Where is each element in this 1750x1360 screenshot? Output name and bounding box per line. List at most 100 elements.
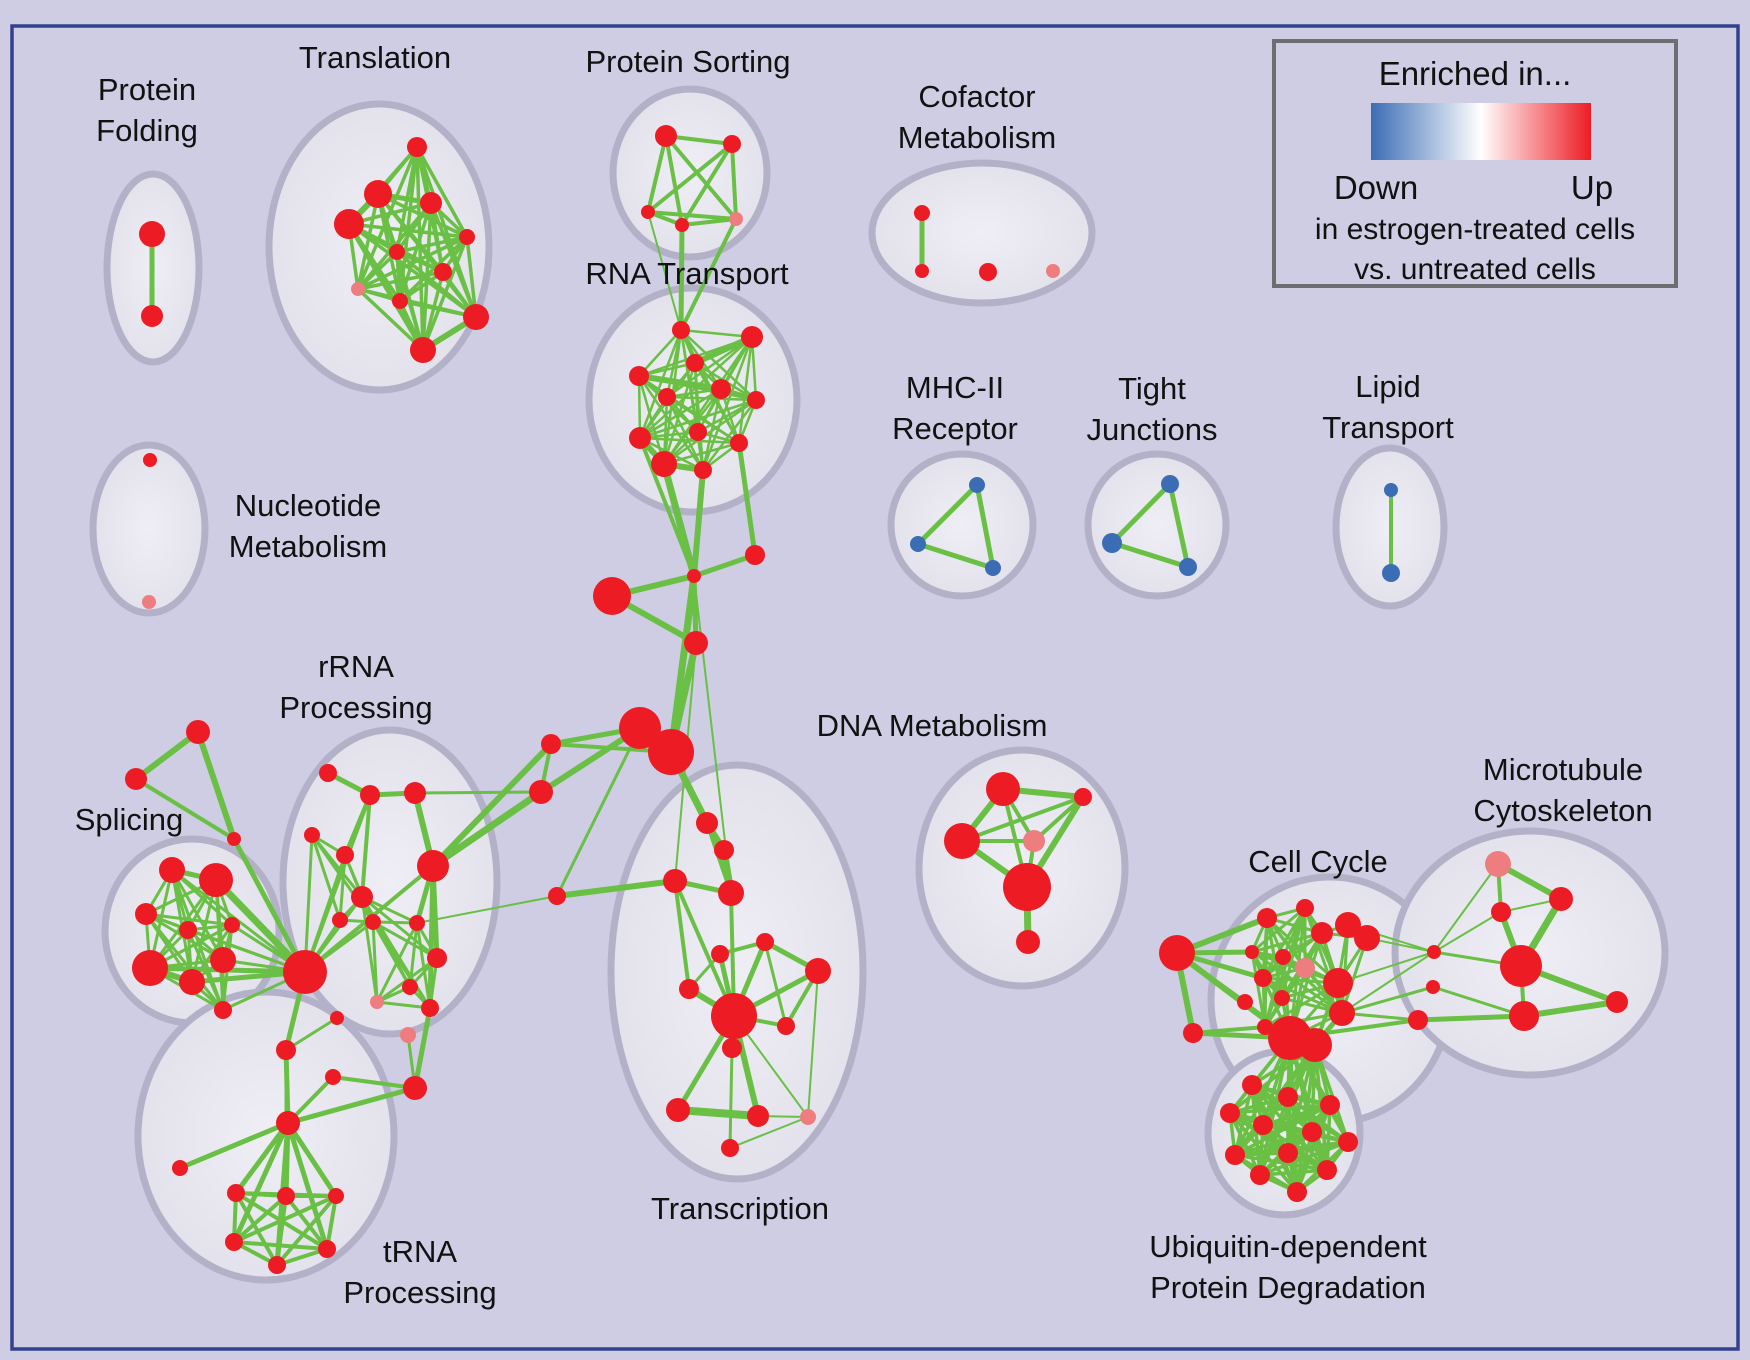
edge-rt0-rt8: [638, 328, 683, 440]
edge-tl4-tl5: [395, 235, 469, 254]
edge-u7-u9: [1233, 1153, 1329, 1172]
edge-tj1-tj2: [1109, 540, 1191, 570]
edge-x7-rr3: [430, 741, 554, 869]
node-d1: [1074, 788, 1092, 806]
edge-t10-t14: [728, 1046, 734, 1150]
edge-tj0-tj1: [1109, 481, 1173, 546]
edge-t2-t7: [673, 879, 691, 991]
edge-rt9-x3: [736, 440, 758, 558]
edge-rr8-rr12: [371, 920, 379, 1004]
node-tr5: [268, 1256, 286, 1274]
edge-rt8-x2: [638, 436, 696, 578]
node-rt9: [730, 434, 748, 452]
node-rr8: [365, 914, 381, 930]
edge-rt3-rt4: [636, 373, 724, 392]
edge-tl5-tl9: [395, 250, 478, 319]
node-mt4: [1500, 945, 1542, 987]
node-iso: [172, 1160, 188, 1176]
cluster-ellipse-trna-processing: [134, 988, 398, 1284]
node-t6: [805, 958, 831, 984]
node-mh1: [910, 536, 926, 552]
edge-x9-t2: [554, 878, 678, 899]
node-rr6: [351, 886, 373, 908]
node-mt2: [1491, 902, 1511, 922]
edge-rt6-rt11: [701, 398, 758, 472]
edge-rr16-rr17: [331, 1075, 417, 1090]
edge-mt2-mt3: [1433, 911, 1502, 953]
node-t11: [666, 1098, 690, 1122]
node-lt1: [1382, 564, 1400, 582]
node-mt6: [1408, 1010, 1428, 1030]
node-mt1: [1549, 887, 1573, 911]
node-x2: [687, 569, 701, 583]
edge-tr1-tr4: [284, 1194, 329, 1251]
node-rt3: [629, 366, 649, 386]
node-x3: [745, 545, 765, 565]
node-c1: [276, 1040, 296, 1060]
node-cc9: [1323, 968, 1353, 998]
cluster-label-cell-cycle: Cell Cycle: [1248, 844, 1388, 879]
node-rr3: [417, 850, 449, 882]
edge-rr13-rr17: [412, 1005, 433, 1091]
node-x5: [619, 707, 661, 749]
node-cf0: [914, 205, 930, 221]
edge-cc17-u6: [1313, 1043, 1350, 1144]
cluster-label-ubiquitin-degradation: Ubiquitin-dependent Protein Degradation: [1149, 1229, 1427, 1305]
edge-ps1-ps2: [646, 142, 734, 214]
edge-st2-hub: [231, 836, 308, 975]
node-rr13: [421, 999, 439, 1017]
edge-mh0-mh1: [915, 482, 980, 547]
node-d2: [944, 823, 980, 859]
node-c2: [276, 1111, 300, 1135]
edge-t6-t13: [807, 970, 819, 1118]
cluster-label-microtubule-cytoskeleton: Microtubule Cytoskeleton: [1473, 752, 1652, 828]
edge-x9-rr9: [416, 895, 558, 924]
node-cc17: [1298, 1028, 1332, 1062]
legend: Enriched in... Down Up in estrogen-treat…: [1272, 39, 1678, 288]
node-t10: [722, 1038, 742, 1058]
node-t3: [718, 880, 744, 906]
cluster-label-mhc-ii-receptor: MHC-II Receptor: [892, 370, 1018, 446]
legend-down-label: Down: [1333, 169, 1419, 206]
node-x8: [529, 780, 553, 804]
node-rt7: [689, 423, 707, 441]
node-nm0: [143, 453, 157, 467]
edge-x8-rr2: [413, 790, 543, 795]
node-x7: [541, 734, 561, 754]
edge-mh0-mh2: [974, 482, 996, 571]
cluster-ellipse-cofactor-metabolism: [868, 159, 1096, 307]
node-rt11: [694, 461, 712, 479]
node-t12: [747, 1105, 769, 1127]
edge-t4-t9: [763, 940, 788, 1028]
edge-c2-tr4: [285, 1120, 330, 1252]
node-tr2: [328, 1188, 344, 1204]
node-tr1: [277, 1187, 295, 1205]
edge-rr1-rr6: [360, 793, 372, 899]
edge-cc6-cc13: [1250, 950, 1344, 1015]
edge-ps2-rt0: [647, 211, 682, 331]
edge-tl6-tl10: [421, 270, 445, 352]
edge-ps0-ps1: [664, 134, 734, 146]
node-tj1: [1102, 533, 1122, 553]
node-sp4: [224, 917, 240, 933]
edge-rt10-x2: [660, 460, 698, 580]
node-rt5: [658, 388, 676, 406]
cluster-label-nucleotide-metabolism: Nucleotide Metabolism: [229, 488, 388, 564]
node-sp0: [159, 857, 185, 883]
node-mh2: [985, 560, 1001, 576]
node-rr17: [403, 1076, 427, 1100]
edge-sp2-sp4: [144, 912, 234, 927]
edge-st0-st2: [195, 729, 237, 842]
node-rr2: [404, 782, 426, 804]
node-cf1: [915, 264, 929, 278]
node-rr1: [360, 785, 380, 805]
node-cc7: [1275, 949, 1291, 965]
node-tl3: [334, 209, 364, 239]
node-tl10: [410, 337, 436, 363]
cluster-label-tight-junctions: Tight Junctions: [1087, 371, 1218, 447]
node-cc10: [1254, 969, 1272, 987]
cluster-ellipse-transcription: [607, 761, 867, 1183]
edge-tr0-tr5: [234, 1191, 279, 1267]
edge-tl0-tl4: [415, 145, 469, 239]
